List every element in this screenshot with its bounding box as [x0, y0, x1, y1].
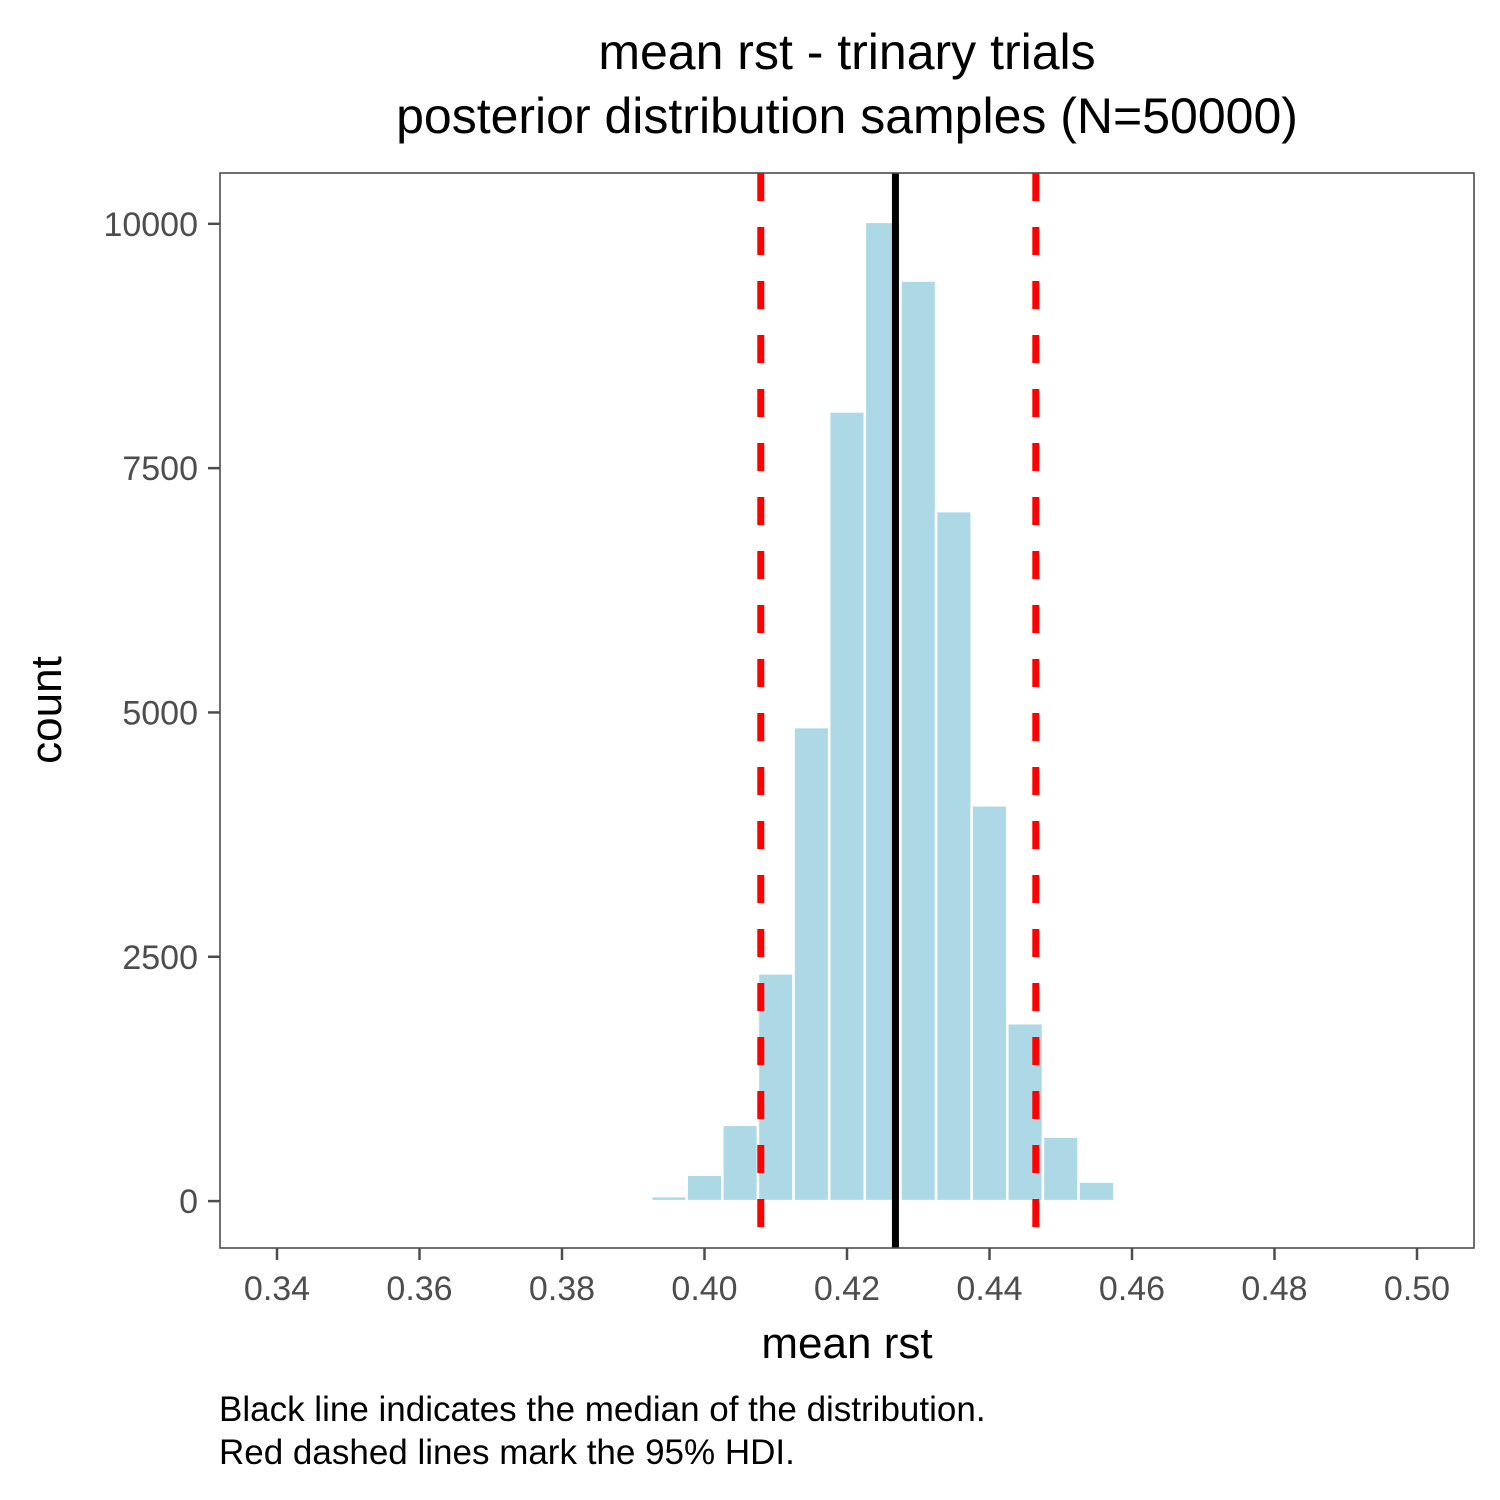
x-tick-label: 0.44 — [956, 1270, 1022, 1308]
x-tick-label: 0.40 — [671, 1270, 737, 1308]
caption-median-note: Black line indicates the median of the d… — [219, 1390, 986, 1429]
chart-subtitle: posterior distribution samples (N=50000) — [396, 88, 1298, 144]
x-tick-label: 0.36 — [386, 1270, 452, 1308]
x-tick-label: 0.34 — [244, 1270, 310, 1308]
y-axis: 0 2500 5000 7500 10000 — [103, 206, 220, 1221]
histogram-bar-12 — [1077, 1180, 1116, 1203]
y-tick-label: 7500 — [122, 450, 198, 488]
y-tick-label: 2500 — [122, 939, 198, 977]
histogram-bar-7 — [899, 279, 938, 1203]
y-tick-label: 5000 — [122, 694, 198, 732]
histogram-bar-5 — [827, 410, 867, 1203]
x-axis: 0.34 0.36 0.38 0.40 0.42 0.44 0.46 0.48 0.50 — [244, 1248, 1450, 1308]
y-tick-label: 0 — [179, 1183, 198, 1221]
caption-hdi-note: Red dashed lines mark the 95% HDI. — [219, 1433, 795, 1472]
histogram-bar-2 — [721, 1123, 760, 1203]
x-tick-label: 0.42 — [814, 1270, 880, 1308]
y-tick-label: 10000 — [103, 206, 198, 244]
x-tick-label: 0.48 — [1241, 1270, 1307, 1308]
histogram-bar-11 — [1041, 1135, 1080, 1203]
reference-lines-group — [757, 173, 1040, 1248]
bars-group — [649, 220, 1116, 1203]
x-tick-label: 0.50 — [1384, 1270, 1450, 1308]
histogram-bar-1 — [685, 1173, 724, 1203]
x-tick-label: 0.46 — [1099, 1270, 1165, 1308]
histogram-bar-8 — [934, 509, 973, 1203]
histogram-bar-4 — [792, 725, 831, 1203]
histogram-bar-0 — [649, 1194, 688, 1203]
x-tick-label: 0.38 — [529, 1270, 595, 1308]
histogram-bar-9 — [970, 804, 1009, 1203]
y-axis-title: count — [22, 656, 71, 764]
x-axis-title: mean rst — [761, 1319, 932, 1368]
chart-title: mean rst - trinary trials — [598, 24, 1096, 80]
